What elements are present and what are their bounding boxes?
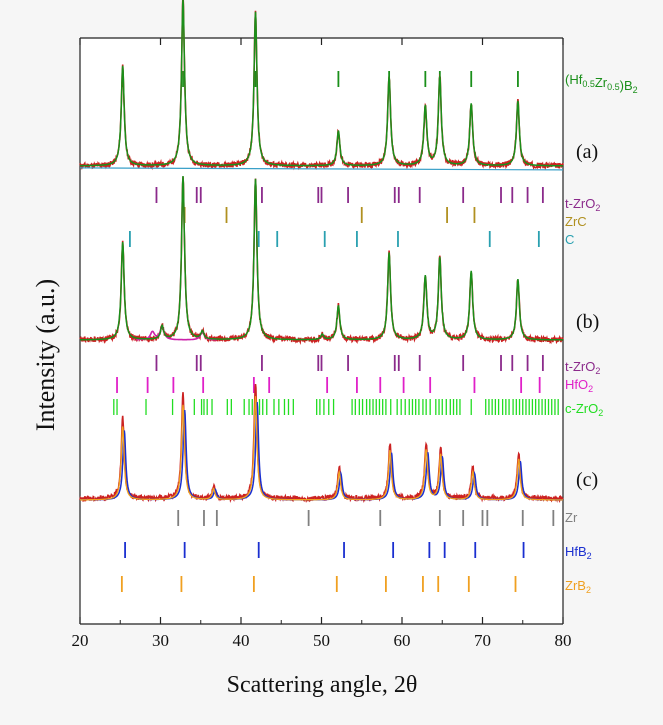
x-tick-label: 80 bbox=[555, 631, 572, 650]
pattern-label: (b) bbox=[576, 311, 599, 333]
phase-label: HfO2 bbox=[565, 377, 593, 394]
marker-row-czro2: c-ZrO2 bbox=[113, 399, 603, 418]
calculated-curve-zrb2 bbox=[80, 396, 563, 501]
x-tick-label: 60 bbox=[394, 631, 411, 650]
y-axis-label: Intensity (a.u.) bbox=[31, 279, 60, 431]
x-tick-label: 20 bbox=[72, 631, 89, 650]
marker-row-hfb2: HfB2 bbox=[124, 542, 592, 561]
phase-label: t-ZrO2 bbox=[565, 359, 600, 376]
marker-row-c: C bbox=[129, 231, 574, 247]
marker-row-tzro2: t-ZrO2 bbox=[155, 187, 600, 213]
calculated-curve bbox=[80, 175, 563, 341]
phase-label: Zr bbox=[565, 510, 578, 525]
x-axis-label: Scattering angle, 2θ bbox=[227, 672, 418, 698]
pattern-c: (c) bbox=[79, 384, 598, 504]
phase-label: (Hf0.5Zr0.5)B2 bbox=[565, 72, 638, 95]
marker-row-zr: Zr bbox=[177, 510, 578, 526]
pattern-b: (b) bbox=[79, 175, 599, 345]
observed-curve bbox=[79, 0, 564, 171]
x-tick-label: 70 bbox=[474, 631, 491, 650]
phase-label: t-ZrO2 bbox=[565, 196, 600, 213]
phase-label: C bbox=[565, 232, 574, 247]
phase-label: HfB2 bbox=[565, 544, 592, 561]
phase-label: c-ZrO2 bbox=[565, 401, 603, 418]
calculated-curve bbox=[79, 0, 563, 167]
reflection-markers: (Hf0.5Zr0.5)B2t-ZrO2ZrCCt-ZrO2HfO2c-ZrO2… bbox=[113, 71, 638, 595]
pattern-label: (a) bbox=[576, 141, 598, 163]
x-tick-label: 40 bbox=[233, 631, 250, 650]
phase-label: ZrC bbox=[565, 214, 587, 229]
marker-row-tzro2: t-ZrO2 bbox=[155, 355, 600, 376]
background-curve bbox=[79, 167, 564, 171]
x-tick-label: 30 bbox=[152, 631, 169, 650]
phase-label: ZrB2 bbox=[565, 578, 591, 595]
marker-row-hfo2: HfO2 bbox=[116, 377, 593, 394]
marker-row-zrb2: ZrB2 bbox=[120, 576, 591, 595]
pattern-a: (a) bbox=[79, 0, 598, 171]
x-axis: 20 30 40 50 60 70 80 bbox=[72, 38, 572, 650]
x-tick-label: 50 bbox=[313, 631, 330, 650]
pattern-label: (c) bbox=[576, 469, 598, 491]
diffraction-patterns: (a) (b) (c) bbox=[79, 0, 599, 504]
